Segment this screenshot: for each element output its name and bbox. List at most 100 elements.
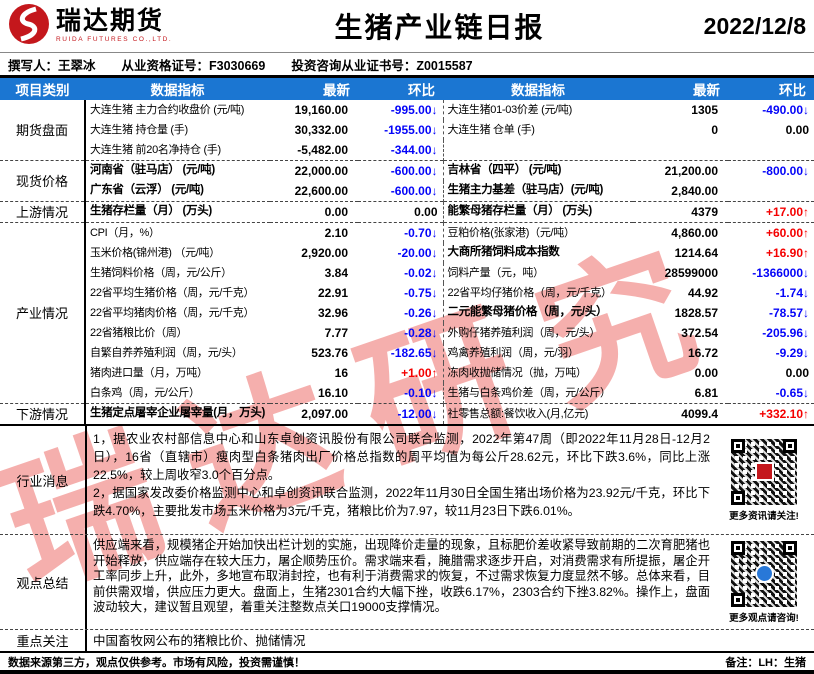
indicator-cell: 外购仔猪养殖利润（周，元/头） [442,323,633,343]
change-cell [728,181,814,202]
col-header-change-left: 环比 [358,78,443,100]
change-cell: -1366000↓ [752,266,809,280]
indicator-cell: 生猪定点屠宰企业屠宰量(月，万头) [85,403,270,425]
indicator-cell: 大连生猪01-03价差 (元/吨) [442,100,633,120]
change-cell: -0.70↓ [358,222,443,243]
col-header-latest-right: 最新 [633,78,728,100]
value-cell: 16.72 [687,346,718,360]
news-paragraph-1: 1，据农业农村部信息中心和山东卓创资讯股份有限公司联合监测，2022年第47周（… [93,432,710,482]
change-cell [728,140,814,161]
change-cell: -1.74↓ [775,286,809,300]
news-qr-code-icon [731,438,797,505]
change-cell: -0.26↓ [404,306,438,320]
value-cell: 32.96 [317,306,348,320]
opinion-summary-label: 观点总结 [0,535,87,629]
change-cell: +332.10↑ [728,403,814,425]
table-row: 22省平均生猪价格（周，元/千克） 22.91 -0.75↓ 22省平均仔猪价格（周，… [0,283,814,303]
change-cell: -995.00↓ [390,103,438,117]
change-cell: -182.65↓ [390,346,438,360]
value-cell: 22,600.00 [294,184,348,198]
change-cell: 0.00 [358,201,443,223]
value-cell: 1828.57 [674,306,718,320]
indicator-cell: 22省平均生猪价格（周，元/千克） [90,286,255,299]
key-focus-label: 重点关注 [0,630,87,651]
industry-news-label: 行业消息 [0,426,87,534]
indicator-cell: 能繁母猪存栏量（月） (万头) [442,201,633,223]
value-cell: 0 [711,123,718,137]
indicator-cell: 白条鸡（周，元/公斤） [90,386,200,399]
col-header-latest-left: 最新 [270,78,358,100]
category-label: 上游情况 [0,201,86,223]
indicator-cell: 22省平均仔猪价格（周，元/千克） [442,283,633,303]
change-cell: -0.02↓ [404,266,438,280]
value-cell: 30,332.00 [294,123,348,137]
indicator-cell: 吉林省（四平） (元/吨) [442,160,633,181]
indicator-cell: 生猪存栏量（月） (万头) [85,201,270,223]
change-cell: -800.00↓ [728,160,814,181]
value-cell: -5,482.00 [297,143,348,157]
disclaimer-text: 数据来源第三方，观点仅供参考。市场有风险，投资需谨慎！ [8,656,305,669]
value-cell: 16 [334,366,348,380]
indicator-cell: 大连生猪 持仓量 (手) [90,123,188,136]
table-row: 现货价格 河南省（驻马店） (元/吨) 22,000.00 -600.00↓ 吉林省（四… [0,160,814,202]
report-footer: 数据来源第三方，观点仅供参考。市场有风险，投资需谨慎！ 备注：LH：生猪 [0,653,814,674]
brand-logo: 瑞达期货 RUIDA FUTURES CO.,LTD. [8,3,223,50]
brand-subtitle: RUIDA FUTURES CO.,LTD. [56,36,173,43]
indicator-cell: 冻肉收抛储情况（抛，万吨） [442,363,633,383]
indicator-cell: 大连生猪 前20名净持仓 (手) [90,143,221,156]
opinion-summary-text: 供应端来看，规模猪企开始加快出栏计划的实施，出现降价走量的现象，且标肥价差收紧导… [93,538,710,615]
value-cell: 0.00 [694,366,718,380]
indicator-cell: 社零售总额:餐饮收入(月,亿元) [442,403,633,425]
change-cell: -490.00↓ [762,103,809,117]
category-label: 现货价格 [0,160,86,202]
news-paragraph-2: 2，据国家发改委价格监测中心和卓创资讯联合监测，2022年11月30日全国生猪出… [93,486,710,518]
advisory-number: 投资咨询从业证书号：Z0015587 [291,58,473,73]
value-cell: 4,860.00 [633,222,728,243]
indicator-cell: 玉米价格(锦州港) （元/吨） [90,246,220,259]
change-cell: -600.00↓ [390,184,438,198]
change-cell: -9.29↓ [775,346,809,360]
value-cell: 3.84 [324,266,348,280]
value-cell: 0.00 [270,201,358,223]
industry-news-section: 行业消息 1，据农业农村部信息中心和山东卓创资讯股份有限公司联合监测，2022年… [0,426,814,535]
value-cell: 21,200.00 [633,160,728,181]
change-cell: +1.00↑ [401,366,438,380]
change-cell: -600.00↓ [358,160,443,181]
change-cell: -344.00↓ [390,143,438,157]
change-cell: -0.75↓ [404,286,438,300]
indicator-cell: 大商所猪饲料成本指数 [442,243,633,263]
change-cell: -20.00↓ [397,246,438,260]
value-cell: 28599000 [664,266,718,280]
table-row: 白条鸡（周，元/公斤） 16.10 -0.10↓ 生猪与白条鸡价差（周，元/公斤） 6.… [0,383,814,404]
table-row: 生猪饲料价格（周，元/公斤） 3.84 -0.02↓ 饲料产量（元，吨） 2859900… [0,263,814,283]
change-cell: -12.00↓ [358,403,443,425]
indicator-cell: CPI（月，%） [85,222,270,243]
indicator-cell: 大连生猪 主力合约收盘价 (元/吨) [90,103,245,116]
table-row: 22省平均猪肉价格（周，元/千克） 32.96 -0.26↓ 二元能繁母猪价格（周，元… [0,303,814,323]
industry-news-text: 1，据农业农村部信息中心和山东卓创资讯股份有限公司联合监测，2022年第47周（… [87,426,714,534]
ruida-logo-icon [8,3,50,50]
change-cell: +16.90↑ [765,246,809,260]
value-cell: 2,097.00 [270,403,358,425]
value-cell: 2,840.00 [671,184,718,198]
news-qr-block: 更多资讯请关注! [714,426,814,534]
value-cell: 523.76 [311,346,348,360]
value-cell: 4379 [633,201,728,223]
change-cell: -0.28↓ [404,326,438,340]
indicator-cell: 广东省（云浮） (元/吨) [90,184,204,197]
indicator-cell: 鸡禽养殖利润（周，元/羽） [442,343,633,363]
change-cell: -0.10↓ [404,386,438,400]
opinion-qr-code-icon [731,540,797,607]
brand-name: 瑞达期货 [56,7,165,35]
indicator-cell: 河南省（驻马店） (元/吨) [85,160,270,181]
table-row: 猪肉进口量（月，万吨） 16 +1.00↑ 冻肉收抛储情况（抛，万吨） 0.00 0.00 [0,363,814,383]
col-header-indicator-right: 数据指标 [443,78,633,100]
value-cell: 2.10 [270,222,358,243]
indicator-cell [442,140,633,161]
table-row: 22省猪粮比价（周） 7.77 -0.28↓ 外购仔猪养殖利润（周，元/头） 372.5… [0,323,814,343]
value-cell: 44.92 [687,286,718,300]
change-cell: 0.00 [785,123,809,137]
table-row: 期货盘面 大连生猪 主力合约收盘价 (元/吨) 19,160.00 -995.00↓ 大… [0,100,814,161]
change-cell: -0.65↓ [775,386,809,400]
indicator-cell: 生猪饲料价格（周，元/公斤） [90,266,232,279]
